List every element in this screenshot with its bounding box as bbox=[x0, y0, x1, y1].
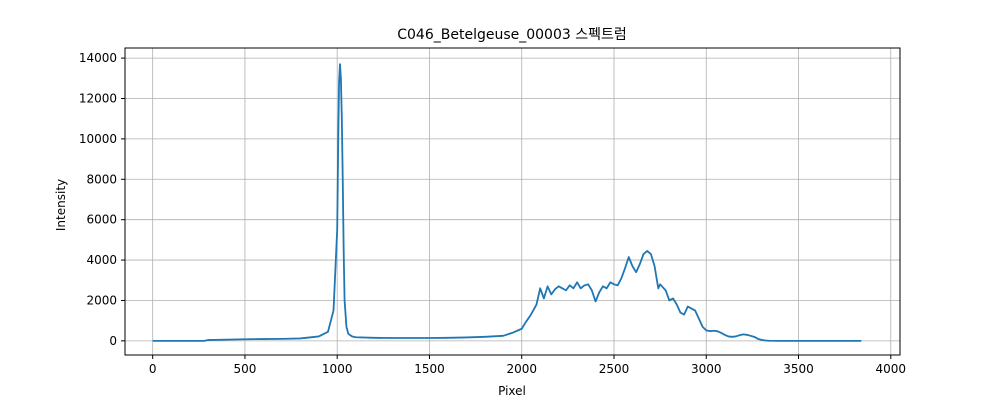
y-tick-label: 14000 bbox=[79, 51, 117, 65]
x-axis-ticks: 0 500 1000 1500 2000 2500 3000 3500 4000 bbox=[149, 355, 906, 376]
series-layer bbox=[152, 63, 862, 342]
x-tick-label: 0 bbox=[149, 362, 157, 376]
y-axis-label: Intensity bbox=[54, 179, 68, 231]
x-tick-label: 2000 bbox=[506, 362, 537, 376]
y-tick-label: 12000 bbox=[79, 91, 117, 105]
x-tick-label: 2500 bbox=[599, 362, 630, 376]
x-tick-label: 4000 bbox=[876, 362, 907, 376]
x-tick-label: 3000 bbox=[691, 362, 722, 376]
x-tick-label: 1000 bbox=[322, 362, 353, 376]
y-tick-label: 4000 bbox=[86, 253, 117, 267]
spectrum-line bbox=[152, 63, 862, 342]
x-tick-label: 3500 bbox=[783, 362, 814, 376]
y-tick-label: 2000 bbox=[86, 293, 117, 307]
y-tick-label: 0 bbox=[109, 334, 117, 348]
chart-title: C046_Betelgeuse_00003 스펙트럼 bbox=[397, 27, 627, 43]
y-tick-label: 6000 bbox=[86, 213, 117, 227]
plot-frame bbox=[124, 47, 901, 356]
x-tick-label: 500 bbox=[233, 362, 256, 376]
y-tick-label: 8000 bbox=[86, 172, 117, 186]
x-tick-label: 1500 bbox=[414, 362, 445, 376]
x-axis-label: Pixel bbox=[498, 384, 526, 398]
y-tick-label: 10000 bbox=[79, 132, 117, 146]
y-axis-ticks: 0 2000 4000 6000 8000 10000 12000 14000 bbox=[79, 51, 125, 348]
grid bbox=[125, 48, 900, 355]
